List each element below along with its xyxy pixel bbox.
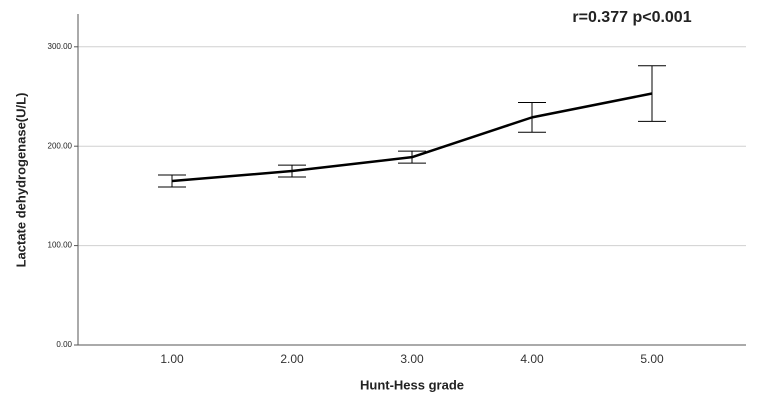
line (171, 92, 653, 183)
x-tick-label: 4.00 (520, 352, 544, 366)
x-axis-label: Hunt-Hess grade (360, 377, 464, 392)
x-tick-label: 3.00 (400, 352, 424, 366)
x-tick-label: 2.00 (280, 352, 304, 366)
y-axis-label: Lactate dehydrogenase(U/L) (13, 93, 28, 268)
x-tick-label: 1.00 (160, 352, 184, 366)
y-tick-label: 100.00 (48, 241, 73, 250)
x-tick-label: 5.00 (640, 352, 664, 366)
y-tick-label: 300.00 (48, 42, 73, 51)
annotation: r=0.377 p<0.001 (572, 9, 691, 26)
y-tick-label: 0.00 (56, 340, 72, 349)
y-tick-label: 200.00 (48, 141, 73, 150)
